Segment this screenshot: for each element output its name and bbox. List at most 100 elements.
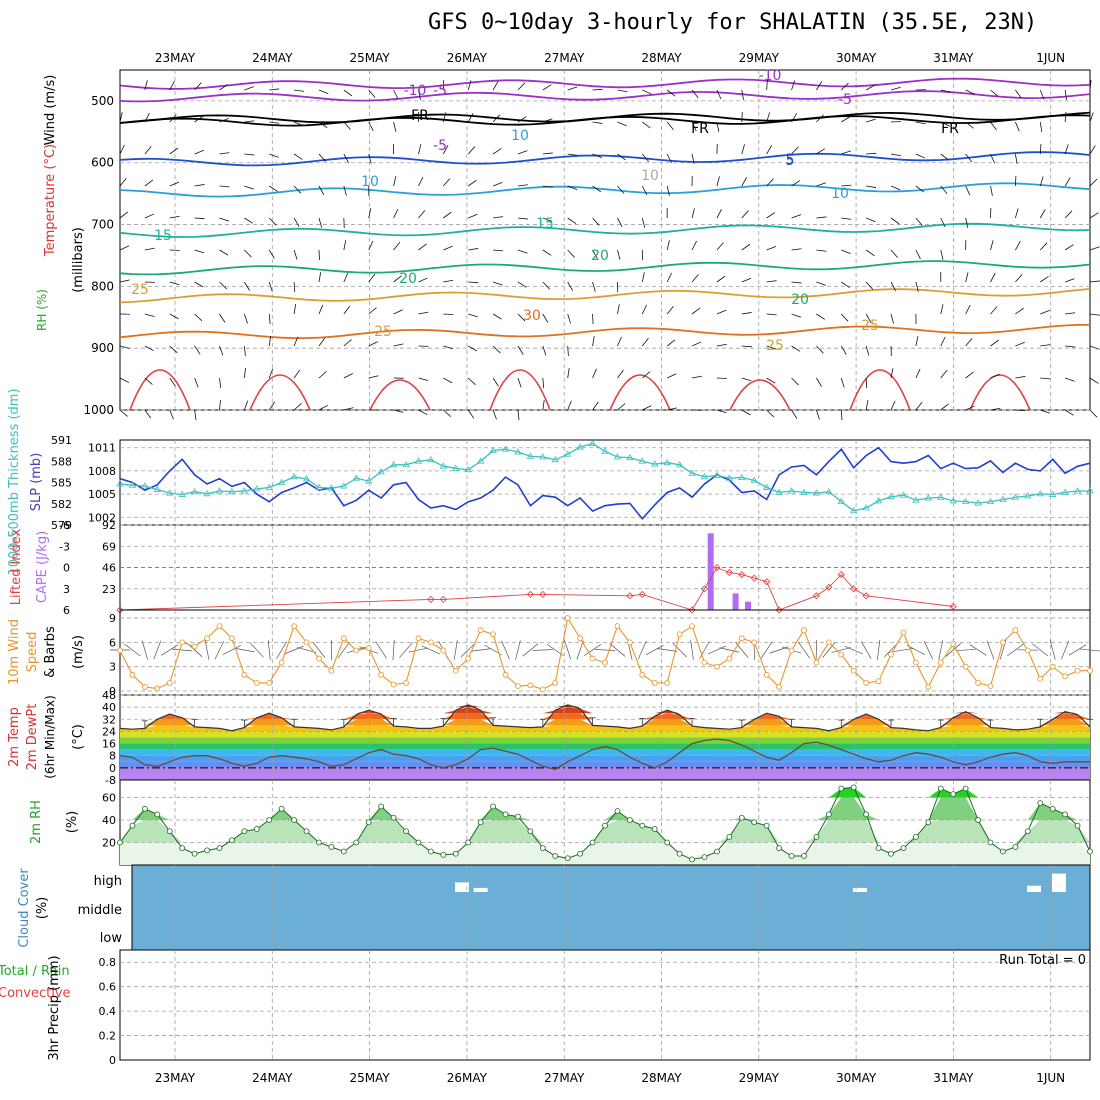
rh-marker <box>888 850 894 857</box>
wind-speed-marker <box>490 631 496 638</box>
wind-barb <box>343 240 347 251</box>
wind-barb <box>243 345 246 356</box>
wind-barb <box>268 281 273 292</box>
wind-barb <box>293 153 303 160</box>
wind-barb <box>468 345 478 352</box>
wind-barb <box>343 373 353 379</box>
run-total-label: Run Total = 0 <box>999 953 1086 968</box>
wind-barb <box>268 313 271 324</box>
wind-barb <box>393 409 404 413</box>
temperature-contour <box>119 222 1091 238</box>
wind-barb <box>791 248 802 251</box>
rh-marker <box>403 828 409 835</box>
wind-speed-marker <box>1074 667 1081 674</box>
rh-marker <box>676 850 683 857</box>
wind-barb-10m <box>822 642 836 658</box>
wind-barb <box>517 281 527 288</box>
wind-barb-10m <box>532 649 553 651</box>
wind-barb <box>691 341 702 347</box>
wind-barb <box>1064 210 1073 219</box>
date-label-top: 27MAY <box>544 51 585 65</box>
wind-barb <box>940 185 948 195</box>
wind-barb <box>865 377 868 389</box>
thickness-marker <box>315 483 323 490</box>
wind-barb <box>642 89 652 95</box>
slp-tick: 1011 <box>88 442 116 455</box>
wind-barb <box>890 217 900 225</box>
rh-marker <box>328 844 335 850</box>
wind-barb-10m <box>657 648 678 652</box>
li-tick: -6 <box>59 519 70 532</box>
temperature-contour <box>119 114 1091 127</box>
rh-marker <box>527 828 534 835</box>
wind-barb <box>1065 345 1076 348</box>
date-label-bottom: 30MAY <box>836 1071 877 1085</box>
precip-tick: 0 <box>109 1054 116 1067</box>
wind-barb <box>716 275 726 283</box>
wind-barb <box>169 281 180 286</box>
wind-barb <box>194 345 201 355</box>
date-label-top: 30MAY <box>836 51 877 65</box>
rh-marker <box>838 785 845 792</box>
wind-barb <box>816 148 826 155</box>
wind-barb-10m <box>609 643 626 657</box>
wind-barb <box>840 313 849 322</box>
wind-barb <box>1040 276 1049 283</box>
wind-barb <box>915 336 919 347</box>
contour-label: FR <box>411 108 429 124</box>
wind-barb <box>865 345 870 356</box>
wind-barb <box>343 185 347 196</box>
wind-barb <box>940 153 949 161</box>
wind-barb <box>1064 177 1071 187</box>
wind-barb <box>393 208 399 219</box>
rh-marker <box>1024 828 1031 835</box>
wind-barb <box>1040 310 1050 315</box>
wind-barb <box>1089 409 1098 418</box>
thickness-tick: 579 <box>51 519 72 532</box>
rh-marker <box>452 850 459 857</box>
wind-barb <box>517 313 526 322</box>
thickness-marker <box>949 497 957 504</box>
thickness-marker <box>340 482 348 489</box>
wind-barb <box>194 281 204 288</box>
wind-speed-marker <box>1024 647 1031 654</box>
li-tick: 0 <box>63 562 70 575</box>
wind-barb <box>443 211 452 219</box>
temp-tick: 48 <box>102 689 116 702</box>
thickness-marker <box>501 445 510 452</box>
lifted-index-marker <box>775 606 783 614</box>
wind-barb <box>467 409 475 419</box>
lifted-index-marker <box>837 571 845 579</box>
wind-axis-label: Wind (m/s) <box>43 75 58 146</box>
wind-barb-10m <box>161 644 179 656</box>
thickness-marker <box>290 473 298 480</box>
wind-barb <box>766 178 774 187</box>
thickness-marker <box>539 453 547 460</box>
wind-barb <box>866 152 877 155</box>
wind-speed-marker <box>614 623 621 630</box>
wind-speed-marker <box>900 629 907 636</box>
wind-barb <box>891 121 902 123</box>
wind-speed-marker <box>863 679 870 686</box>
rh-marker <box>863 811 870 818</box>
rh-marker <box>241 828 248 835</box>
wind-barb <box>492 313 502 320</box>
wind-barb <box>393 275 402 283</box>
wind-barb <box>293 369 301 379</box>
wind-speed-marker <box>838 651 845 658</box>
contour-label: 15 <box>154 228 172 244</box>
wind-barb <box>169 147 179 155</box>
contour-label: 10 <box>831 186 849 202</box>
rh-fill-band <box>120 797 1090 820</box>
wind-barb <box>318 217 323 228</box>
rh-marker <box>291 817 298 823</box>
contour-label: 25 <box>766 338 784 354</box>
wind-barb <box>990 373 1000 379</box>
thickness-marker <box>240 487 249 494</box>
thickness-marker <box>588 439 597 446</box>
wind-barb <box>194 249 205 254</box>
li-tick: 3 <box>63 583 70 596</box>
rh-marker <box>340 848 347 855</box>
rh-marker <box>440 851 447 858</box>
wind-barb <box>219 400 221 411</box>
